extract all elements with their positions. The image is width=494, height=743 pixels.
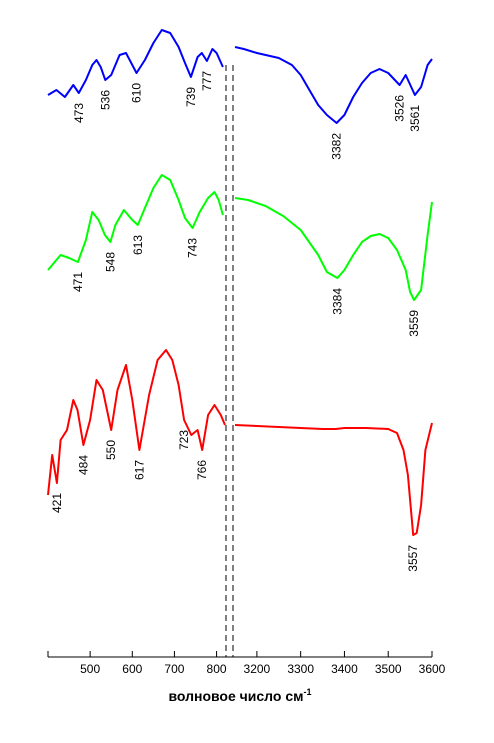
- peak-label: 723: [177, 430, 191, 450]
- axis-break: [225, 65, 234, 657]
- x-tick-label: 3200: [244, 662, 271, 676]
- spectrum-line-high: [234, 197, 433, 301]
- x-tick-label: 3500: [375, 662, 402, 676]
- x-axis-title-superscript: -1: [303, 687, 311, 697]
- x-tick-label: 600: [122, 662, 142, 676]
- x-tick-label: 3600: [419, 662, 446, 676]
- x-tick-label: 700: [164, 662, 184, 676]
- x-axis: 500 600 700 800 3200 3300 3400 3500 3600: [47, 651, 446, 676]
- series-layer: [47, 29, 433, 536]
- spectrum-line-high: [234, 46, 433, 124]
- x-tick-label: 3400: [331, 662, 358, 676]
- spectrum-line-low: [47, 29, 224, 98]
- peak-label: 471: [71, 272, 85, 292]
- x-axis-title-text: волновое число см: [168, 688, 303, 704]
- peak-label: 421: [50, 493, 64, 513]
- peak-label: 3561: [408, 105, 422, 132]
- spectrum-line-low: [47, 174, 224, 271]
- peak-label: 473: [72, 103, 86, 123]
- peak-label: 548: [103, 252, 117, 272]
- x-axis-title: волновое число см-1: [168, 687, 311, 704]
- peak-label: 613: [131, 235, 145, 255]
- peak-label: 3382: [330, 133, 344, 160]
- peak-label: 550: [104, 440, 118, 460]
- x-tick-label: 3300: [287, 662, 314, 676]
- x-tick-label: 500: [80, 662, 100, 676]
- peak-label: 3557: [406, 545, 420, 572]
- peak-label: 536: [98, 90, 112, 110]
- spectrum-line-high: [234, 422, 433, 536]
- spectrum-line-low: [47, 349, 226, 496]
- peak-label: 743: [186, 238, 200, 258]
- peak-label: 3526: [393, 95, 407, 122]
- peak-label: 777: [200, 71, 214, 91]
- peak-label: 484: [76, 455, 90, 475]
- peak-label: 766: [195, 460, 209, 480]
- peak-label: 610: [130, 83, 144, 103]
- peak-label: 3559: [407, 310, 421, 337]
- peak-label: 617: [132, 460, 146, 480]
- x-tick-label: 800: [207, 662, 227, 676]
- peak-label: 3384: [330, 288, 344, 315]
- peak-label: 739: [184, 87, 198, 107]
